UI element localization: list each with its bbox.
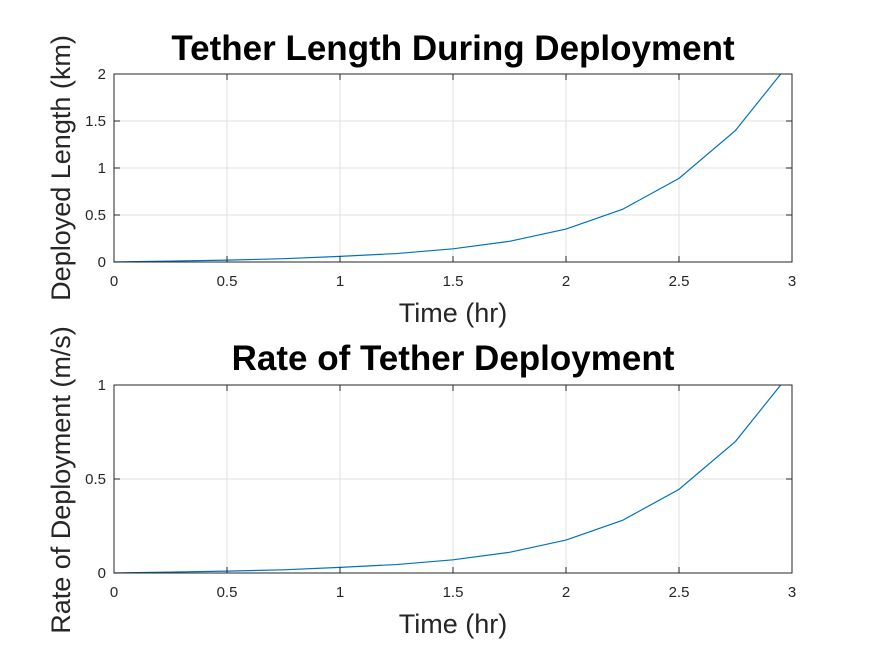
y-tick-label: 0 xyxy=(98,565,106,582)
y-tick-label: 0.5 xyxy=(85,207,106,224)
x-tick-label: 3 xyxy=(788,584,796,601)
y-tick-label: 2 xyxy=(98,66,106,83)
y-tick-label: 1 xyxy=(98,160,106,177)
x-tick-label: 1.5 xyxy=(443,273,464,290)
x-axis-label: Time (hr) xyxy=(399,609,508,639)
y-tick-label: 0 xyxy=(98,254,106,271)
x-tick-label: 0 xyxy=(110,273,118,290)
subplot-tether-length: 0 0.5 1 1.5 2 2.5 3 0 0.5 1 1.5 2 Tether Length Duri… xyxy=(46,29,796,328)
y-tick-label: 1.5 xyxy=(85,113,106,130)
x-tick-label: 2 xyxy=(562,584,570,601)
y-axis-label: Rate of Deployment (m/s) xyxy=(46,326,76,634)
x-tick-label: 1.5 xyxy=(443,584,464,601)
x-tick-label: 1 xyxy=(336,273,344,290)
y-tick-label: 1 xyxy=(98,377,106,394)
x-tick-label: 2.5 xyxy=(669,273,690,290)
chart-title: Rate of Tether Deployment xyxy=(232,339,675,378)
chart-title: Tether Length During Deployment xyxy=(171,29,735,68)
x-tick-label: 2.5 xyxy=(669,584,690,601)
x-tick-label: 2 xyxy=(562,273,570,290)
subplot-deployment-rate: 0 0.5 1 1.5 2 2.5 3 0 0.5 1 Rate of Tether Deploym… xyxy=(46,326,796,639)
y-tick-label: 0.5 xyxy=(85,471,106,488)
x-axis-label: Time (hr) xyxy=(399,298,508,328)
y-axis-label: Deployed Length (km) xyxy=(46,35,76,301)
x-tick-label: 1 xyxy=(336,584,344,601)
x-tick-label: 0 xyxy=(110,584,118,601)
x-tick-label: 0.5 xyxy=(217,584,238,601)
x-tick-label: 0.5 xyxy=(217,273,238,290)
x-tick-label: 3 xyxy=(788,273,796,290)
